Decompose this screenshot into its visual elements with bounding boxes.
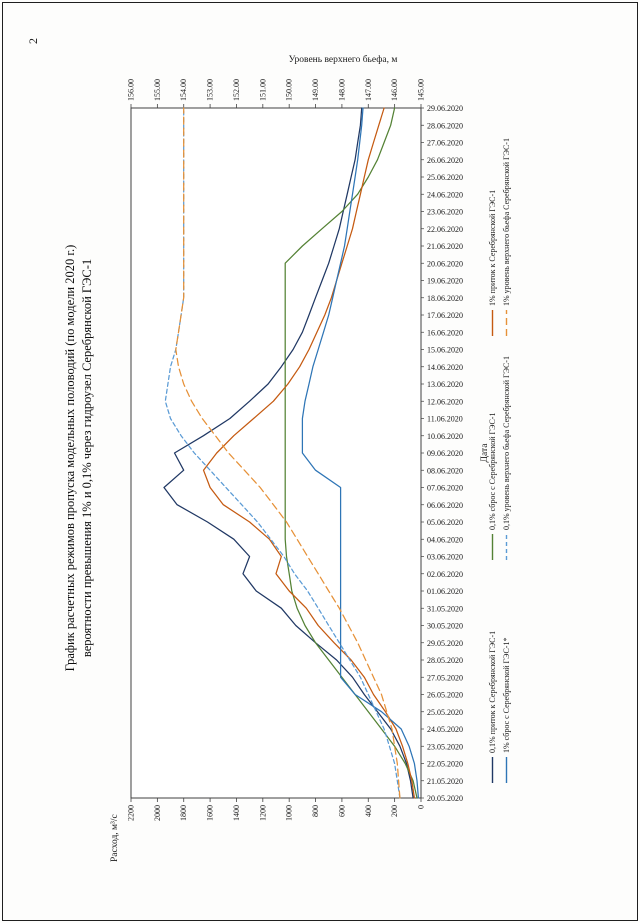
x-tick-label: 01.06.2020	[427, 587, 463, 596]
right-axis-tick-label: 145.00	[417, 79, 426, 101]
left-axis-tick-label: 2000	[153, 805, 162, 821]
left-axis-tick-label: 1200	[258, 805, 267, 821]
left-axis-tick-label: 1800	[179, 805, 188, 821]
right-axis-tick-label: 150.00	[285, 79, 294, 101]
axis-labels: 2200 2000 1800 1600 1400 1200 1000 800 600 400 200…	[127, 79, 464, 821]
x-tick-label: 22.05.2020	[427, 760, 463, 769]
series-line-3	[301, 107, 420, 799]
left-axis-tick-label: 600	[337, 805, 346, 817]
x-tick-label: 26.05.2020	[427, 691, 463, 700]
x-tick-label: 14.06.2020	[427, 363, 463, 372]
left-axis-tick-label: 800	[311, 805, 320, 817]
flood-hydrograph-chart: Расход, м³/с Уровень верхнего бьефа, м Д…	[110, 54, 511, 862]
left-axis-title: Расход, м³/с	[110, 814, 120, 862]
x-tick-label: 08.06.2020	[427, 466, 463, 475]
left-axis-tick-label: 1000	[285, 805, 294, 821]
page-number: 2	[26, 38, 40, 44]
x-tick-label: 23.05.2020	[427, 742, 463, 751]
x-tick-label: 29.05.2020	[427, 639, 463, 648]
x-tick-label: 17.06.2020	[427, 311, 463, 320]
chart-title-block: График расчетных режимов пропуска модель…	[62, 48, 102, 868]
x-tick-label: 29.06.2020	[427, 104, 463, 113]
chart-title-line-1: График расчетных режимов пропуска модель…	[63, 244, 77, 672]
chart-title-line-2: вероятности превышения 1% и 0,1% через г…	[80, 258, 94, 658]
right-axis-tick-label: 146.00	[390, 79, 399, 101]
x-tick-label: 09.06.2020	[427, 449, 463, 458]
right-axis-tick-label: 154.00	[179, 79, 188, 101]
series-lines	[163, 107, 420, 799]
left-axis-tick-label: 1600	[206, 805, 215, 821]
x-axis-title: Дата	[480, 443, 490, 463]
legend-label-3: 1% сброс с Серебрянской ГЭС-1*	[502, 638, 511, 753]
series-line-0	[163, 107, 414, 799]
x-tick-label: 07.06.2020	[427, 484, 463, 493]
x-tick-label: 06.06.2020	[427, 501, 463, 510]
x-tick-label: 04.06.2020	[427, 535, 463, 544]
right-axis-tick-label: 153.00	[206, 79, 215, 101]
legend-label-4: 0,1% уровень верхнего бьефа Серебрянской…	[502, 356, 511, 530]
right-axis-tick-label: 152.00	[232, 79, 241, 101]
x-tick-label: 30.05.2020	[427, 622, 463, 631]
x-tick-label: 26.06.2020	[427, 156, 463, 165]
right-axis-tick-label: 147.00	[364, 79, 373, 101]
x-tick-label: 19.06.2020	[427, 277, 463, 286]
x-tick-label: 21.05.2020	[427, 777, 463, 786]
left-axis-tick-label: 0	[417, 805, 426, 809]
right-axis-tick-label: 151.00	[258, 79, 267, 101]
x-tick-label: 22.06.2020	[427, 225, 463, 234]
x-tick-label: 21.06.2020	[427, 242, 463, 251]
left-axis-tick-label: 2200	[127, 805, 136, 821]
left-axis-tick-label: 400	[364, 805, 373, 817]
x-tick-label: 18.06.2020	[427, 294, 463, 303]
x-tick-label: 10.06.2020	[427, 432, 463, 441]
legend-label-0: 0,1% приток к Серебрянской ГЭС-1	[488, 631, 497, 753]
x-tick-label: 31.05.2020	[427, 604, 463, 613]
x-tick-label: 24.05.2020	[427, 725, 463, 734]
x-tick-label: 25.06.2020	[427, 173, 463, 182]
x-tick-label: 24.06.2020	[427, 190, 463, 199]
x-tick-label: 02.06.2020	[427, 570, 463, 579]
x-tick-label: 15.06.2020	[427, 346, 463, 355]
x-tick-label: 20.06.2020	[427, 259, 463, 268]
left-axis-tick-label: 200	[390, 805, 399, 817]
right-axis-title: Уровень верхнего бьефа, м	[289, 54, 398, 65]
x-tick-label: 12.06.2020	[427, 397, 463, 406]
x-tick-label: 27.06.2020	[427, 139, 463, 148]
x-tick-label: 05.06.2020	[427, 518, 463, 527]
x-tick-label: 11.06.2020	[427, 415, 463, 424]
x-tick-label: 03.06.2020	[427, 553, 463, 562]
right-axis-tick-label: 155.00	[153, 79, 162, 101]
x-tick-label: 13.06.2020	[427, 380, 463, 389]
x-tick-label: 23.06.2020	[427, 208, 463, 217]
legend-label-2: 1% приток к Серебрянской ГЭС-1	[488, 190, 497, 306]
x-tick-label: 28.05.2020	[427, 656, 463, 665]
right-axis-tick-label: 156.00	[127, 79, 136, 101]
x-tick-label: 28.06.2020	[427, 121, 463, 130]
legend-label-1: 0,1% сброс с Серебрянской ГЭС-1	[488, 413, 497, 530]
x-tick-label: 16.06.2020	[427, 328, 463, 337]
chart-area: Расход, м³/с Уровень верхнего бьефа, м Д…	[101, 48, 515, 868]
x-tick-label: 27.05.2020	[427, 673, 463, 682]
legend: 0,1% приток к Серебрянской ГЭС-1 0,1% сбр…	[488, 138, 511, 783]
left-axis-tick-label: 1400	[232, 805, 241, 821]
series-line-5	[175, 107, 401, 799]
series-line-2	[202, 107, 416, 799]
x-tick-label: 20.05.2020	[427, 794, 463, 803]
legend-label-5: 1% уровень верхнего бьефа Серебрянской Г…	[502, 138, 511, 306]
right-axis-tick-label: 149.00	[311, 79, 320, 101]
right-axis-tick-label: 148.00	[337, 79, 346, 101]
x-tick-label: 25.05.2020	[427, 708, 463, 717]
series-line-1	[284, 107, 418, 799]
